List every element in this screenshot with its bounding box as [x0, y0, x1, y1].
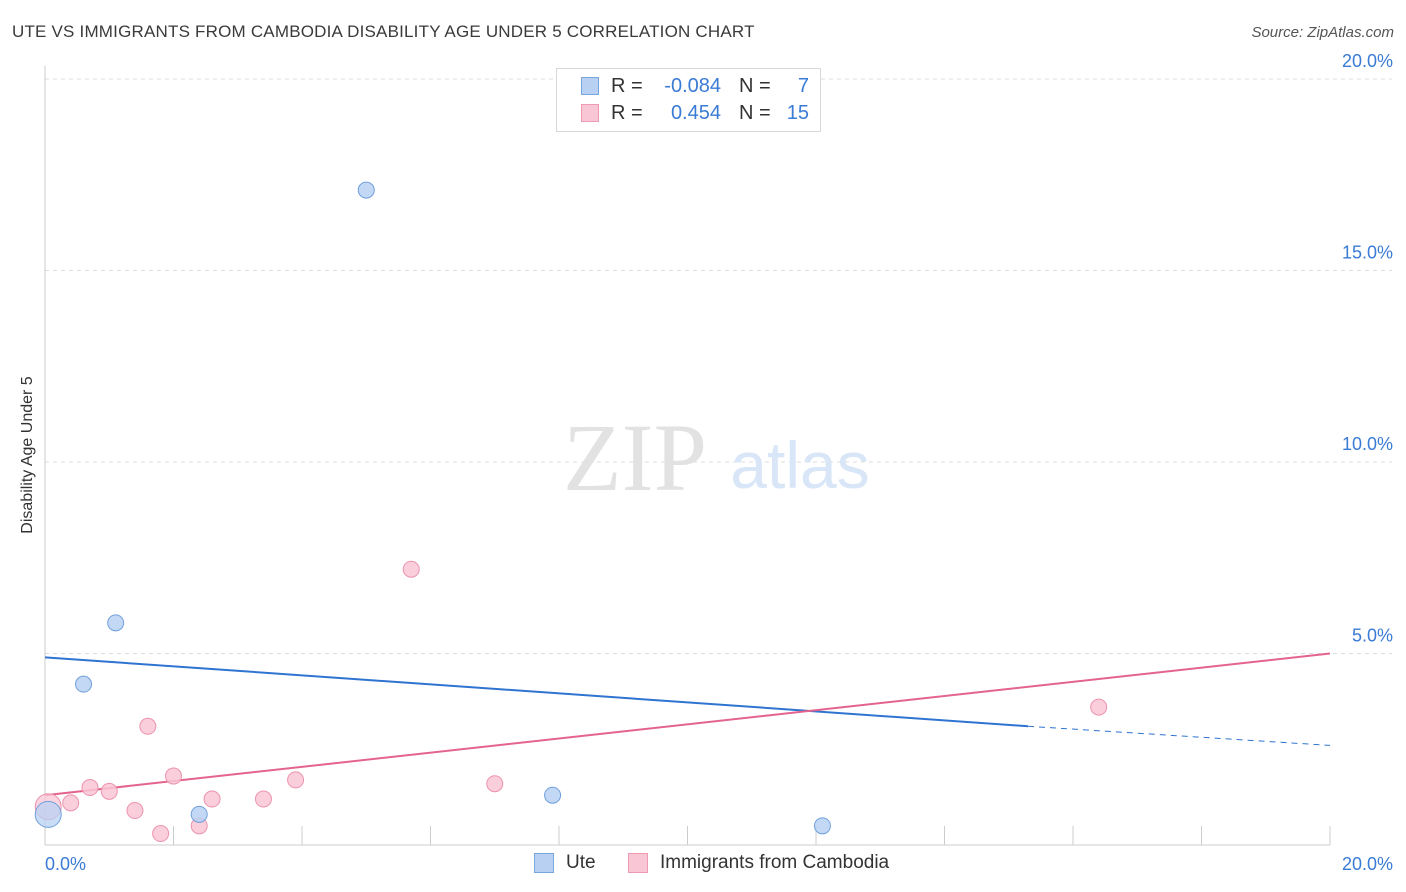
- legend-swatch-cambodia: [628, 853, 648, 873]
- legend-label-ute: Ute: [566, 852, 596, 873]
- legend-n-value: 7: [797, 74, 809, 97]
- legend-r-label: R =: [611, 74, 643, 97]
- watermark: ZIP atlas: [563, 404, 870, 511]
- stats-legend: R = -0.084 N = 7 R = 0.454 N = 15: [556, 68, 821, 132]
- watermark-atlas: atlas: [730, 428, 869, 502]
- point-cambodia: [100, 782, 118, 800]
- legend-n-label: N =: [739, 101, 771, 124]
- tick-labels: 5.0% 10.0% 15.0% 20.0% 0.0% 20.0%: [45, 51, 1393, 874]
- legend-row-cambodia: R = 0.454 N = 15: [581, 101, 809, 125]
- gridlines: [45, 78, 1392, 654]
- y-tick-label: 5.0%: [1352, 626, 1393, 646]
- point-ute: [75, 675, 93, 693]
- point-ute: [544, 786, 562, 804]
- trend-lines: [44, 652, 1331, 797]
- trend-line-cambodia: [44, 652, 1331, 797]
- point-cambodia: [126, 802, 144, 820]
- trend-line-ute: [44, 656, 1029, 728]
- legend-r-label: R =: [611, 101, 643, 124]
- point-cambodia: [139, 717, 157, 735]
- point-cambodia: [402, 560, 420, 578]
- data-points: [34, 181, 1108, 843]
- x-tick-label: 0.0%: [45, 854, 86, 874]
- point-ute: [813, 817, 831, 835]
- series-legend: Ute Immigrants from Cambodia: [0, 852, 1406, 876]
- point-cambodia: [81, 779, 99, 797]
- point-ute: [34, 800, 62, 828]
- point-cambodia: [254, 790, 272, 808]
- legend-swatch-cambodia: [581, 104, 599, 122]
- point-cambodia: [152, 825, 170, 843]
- trend-line-ute-extension: [1027, 725, 1331, 746]
- point-cambodia: [1090, 698, 1108, 716]
- legend-n-value: 15: [786, 101, 809, 124]
- point-cambodia: [486, 775, 504, 793]
- watermark-zip: ZIP: [563, 404, 707, 511]
- point-cambodia: [165, 767, 182, 785]
- chart-title: UTE VS IMMIGRANTS FROM CAMBODIA DISABILI…: [12, 22, 755, 41]
- legend-label-cambodia: Immigrants from Cambodia: [660, 852, 890, 873]
- point-ute: [190, 805, 208, 823]
- x-tick-label: 20.0%: [1342, 854, 1393, 874]
- point-ute: [107, 614, 125, 632]
- point-cambodia: [287, 771, 305, 789]
- source-label: Source: ZipAtlas.com: [1251, 24, 1394, 41]
- legend-r-value: -0.084: [664, 74, 721, 97]
- legend-n-label: N =: [739, 74, 771, 97]
- legend-item-ute[interactable]: Ute: [534, 852, 596, 874]
- y-tick-label: 15.0%: [1342, 243, 1393, 263]
- y-tick-label: 20.0%: [1342, 51, 1393, 71]
- point-ute: [357, 181, 375, 199]
- legend-swatch-ute: [581, 77, 599, 95]
- legend-item-cambodia[interactable]: Immigrants from Cambodia: [628, 852, 889, 874]
- axes: [44, 66, 1331, 846]
- legend-swatch-ute: [534, 853, 554, 873]
- y-tick-label: 10.0%: [1342, 434, 1393, 454]
- legend-row-ute: R = -0.084 N = 7: [581, 74, 809, 98]
- point-cambodia: [203, 790, 221, 808]
- legend-r-value: 0.454: [670, 101, 721, 124]
- point-cambodia: [62, 794, 80, 812]
